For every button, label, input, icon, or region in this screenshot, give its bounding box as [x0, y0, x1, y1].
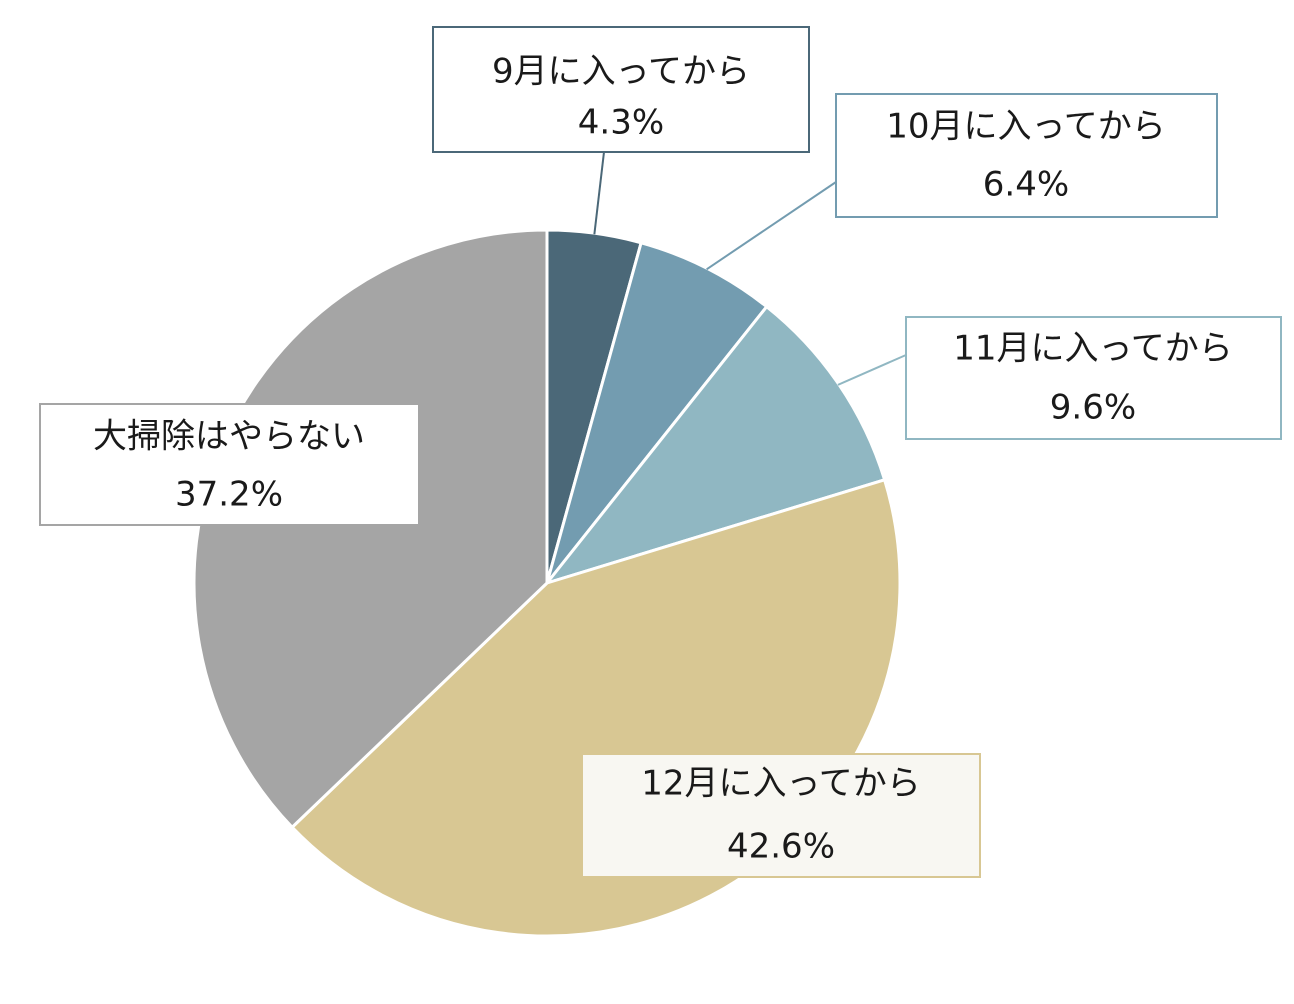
leader-lines [593, 151, 907, 386]
pie-slices [192, 228, 902, 938]
slice-label-11: 11月に入ってから [953, 329, 1233, 369]
label-box-11: 11月に入ってから 9.6% [905, 316, 1282, 440]
slice-value-9: 4.3% [578, 103, 664, 143]
slice-label-12: 12月に入ってから [641, 764, 921, 804]
label-box-9: 9月に入ってから 4.3% [432, 26, 810, 153]
slice-label-9: 9月に入ってから [492, 52, 750, 92]
label-box-none: 大掃除はやらない 37.2% [39, 403, 420, 526]
leader-line-11 [837, 354, 907, 386]
leader-line-10 [706, 181, 837, 271]
label-box-12: 12月に入ってから 42.6% [581, 753, 981, 878]
slice-label-none: 大掃除はやらない [93, 417, 365, 457]
slice-value-12: 42.6% [727, 827, 835, 867]
label-box-10: 10月に入ってから 6.4% [835, 93, 1218, 218]
slice-value-none: 37.2% [175, 475, 283, 515]
leader-line-9 [593, 151, 605, 235]
slice-label-10: 10月に入ってから [886, 107, 1166, 147]
slice-value-11: 9.6% [1050, 388, 1136, 428]
slice-value-10: 6.4% [983, 165, 1069, 205]
